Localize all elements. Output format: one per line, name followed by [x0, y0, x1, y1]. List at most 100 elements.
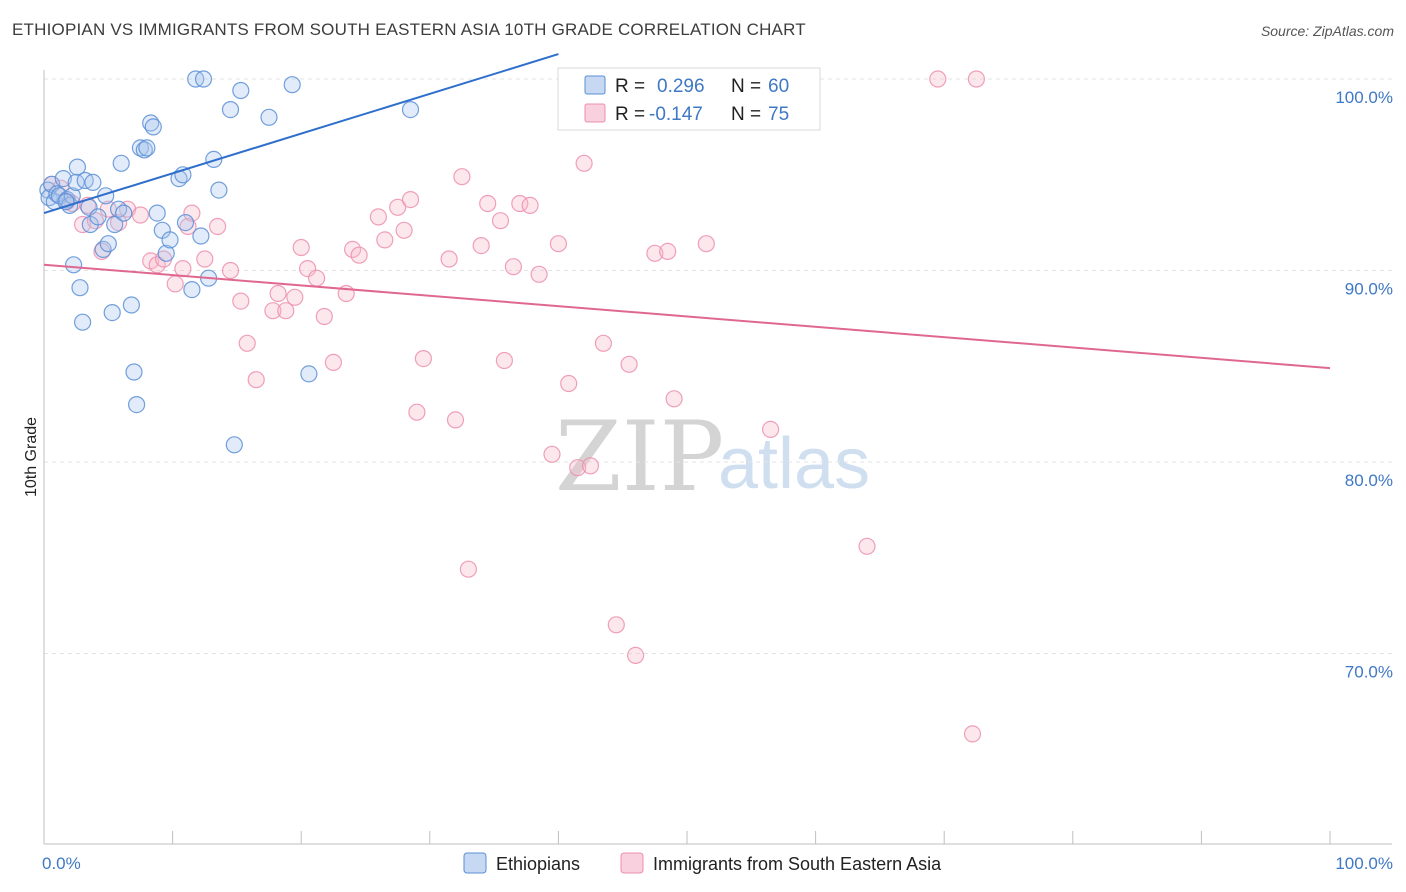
legend-r-label-2: R =	[615, 104, 645, 125]
immigrants-point	[491, 212, 510, 230]
immigrants-point	[459, 560, 477, 578]
immigrants-point	[560, 374, 578, 393]
ethiopian-point	[68, 158, 87, 176]
x-tick-label-min: 0.0%	[42, 854, 81, 873]
legend-r-label-1: R =	[615, 76, 645, 97]
immigrants-point	[504, 258, 523, 276]
immigrants-point	[238, 334, 256, 352]
immigrants-point	[569, 459, 587, 477]
immigrants-point	[665, 390, 683, 408]
immigrants-point	[221, 261, 240, 280]
immigrants-point	[453, 168, 471, 186]
immigrants-point	[232, 292, 250, 310]
immigrants-point	[581, 457, 600, 475]
immigrants-point	[344, 240, 362, 258]
bottom-legend-swatch-ethiopians	[463, 852, 487, 874]
legend-n-label-2: N =	[731, 104, 761, 125]
immigrants-point	[646, 244, 664, 262]
x-axis-ticks	[43, 831, 1331, 844]
immigrants-point	[395, 221, 413, 239]
immigrants-point	[247, 371, 265, 389]
ethiopian-point	[260, 108, 278, 126]
immigrants-point	[148, 256, 166, 274]
immigrants-point	[472, 237, 490, 255]
legend-n-value-1: 60	[768, 76, 789, 97]
chart-title: ETHIOPIAN VS IMMIGRANTS FROM SOUTH EASTE…	[12, 20, 806, 39]
immigrants-point	[196, 250, 214, 268]
ethiopian-point	[221, 100, 240, 119]
watermark-zip: ZIP	[555, 401, 724, 513]
ethiopian-point	[205, 150, 223, 168]
y-tick-label: 80.0%	[1345, 471, 1393, 490]
immigrants-point	[414, 350, 432, 368]
ethiopian-point	[401, 100, 420, 119]
immigrants-point	[174, 260, 192, 278]
ethiopian-point	[176, 214, 195, 232]
immigrants-point	[543, 445, 561, 463]
ethiopian-point	[135, 141, 153, 159]
ethiopian-point	[183, 281, 201, 299]
y-tick-label: 70.0%	[1345, 663, 1393, 682]
immigrants-point	[659, 242, 677, 260]
source-credit: Source: ZipAtlas.com	[1260, 23, 1394, 39]
x-tick-label-max: 100.0%	[1335, 854, 1393, 873]
ethiopian-point	[232, 81, 250, 100]
ethiopian-point	[194, 70, 213, 88]
immigrants-point	[575, 154, 593, 172]
bottom-legend-swatch-immigrants	[620, 852, 644, 874]
immigrants-point	[264, 302, 282, 320]
legend-n-value-2: 75	[768, 104, 789, 125]
ethiopian-point	[138, 139, 156, 157]
ethiopian-point	[192, 227, 210, 245]
immigrants-point	[324, 353, 342, 371]
stats-legend: R = 0.296 N = 60 R = -0.147 N = 75	[557, 67, 821, 131]
immigrants-point	[446, 411, 465, 429]
immigrants-point	[209, 217, 227, 236]
immigrants-point	[376, 231, 394, 249]
gridlines	[44, 78, 1392, 654]
legend-r-value-1: 0.296	[657, 76, 705, 97]
ethiopian-point	[148, 204, 166, 222]
y-tick-label: 90.0%	[1345, 280, 1393, 299]
legend-n-label-1: N =	[731, 76, 761, 97]
immigrants-point	[549, 235, 568, 253]
series-ethiopians-points	[39, 70, 613, 454]
immigrants-point	[166, 275, 184, 293]
ethiopian-point	[125, 363, 143, 381]
immigrants-point	[761, 420, 780, 438]
immigrants-point	[967, 70, 986, 88]
immigrants-point	[389, 198, 407, 216]
ethiopian-point	[89, 208, 107, 226]
immigrants-point	[408, 403, 426, 421]
series-legend: Ethiopians Immigrants from South Eastern…	[463, 852, 942, 874]
immigrants-point	[350, 246, 368, 264]
immigrants-point	[594, 334, 613, 352]
bottom-legend-label-ethiopians: Ethiopians	[496, 854, 580, 874]
ethiopian-point	[210, 181, 228, 199]
immigrants-point	[929, 70, 947, 88]
immigrants-point	[530, 265, 548, 283]
immigrants-point	[315, 307, 333, 326]
immigrants-point	[479, 194, 497, 213]
legend-swatch-ethiopians	[584, 75, 606, 95]
trend-line-immigrants	[43, 263, 1331, 370]
ethiopian-point	[115, 204, 133, 222]
ethiopian-point	[144, 118, 162, 136]
ethiopian-point	[161, 231, 179, 249]
ethiopian-point	[300, 365, 318, 383]
trend-line-ethiopians	[43, 53, 559, 215]
immigrants-point	[620, 355, 638, 373]
immigrants-point	[131, 206, 149, 224]
ethiopian-point	[283, 76, 301, 94]
immigrants-point	[401, 191, 420, 209]
ethiopian-point	[64, 256, 83, 274]
bottom-legend-label-immigrants: Immigrants from South Eastern Asia	[653, 854, 942, 874]
ethiopian-point	[84, 173, 102, 191]
y-tick-label: 100.0%	[1335, 88, 1393, 107]
y-axis-label: 10th Grade	[23, 417, 40, 497]
ethiopian-point	[99, 235, 117, 253]
watermark-atlas: atlas	[718, 424, 870, 504]
legend-r-value-2: -0.147	[649, 104, 703, 125]
y-tick-labels: 100.0% 90.0% 80.0% 70.0%	[1335, 88, 1393, 682]
